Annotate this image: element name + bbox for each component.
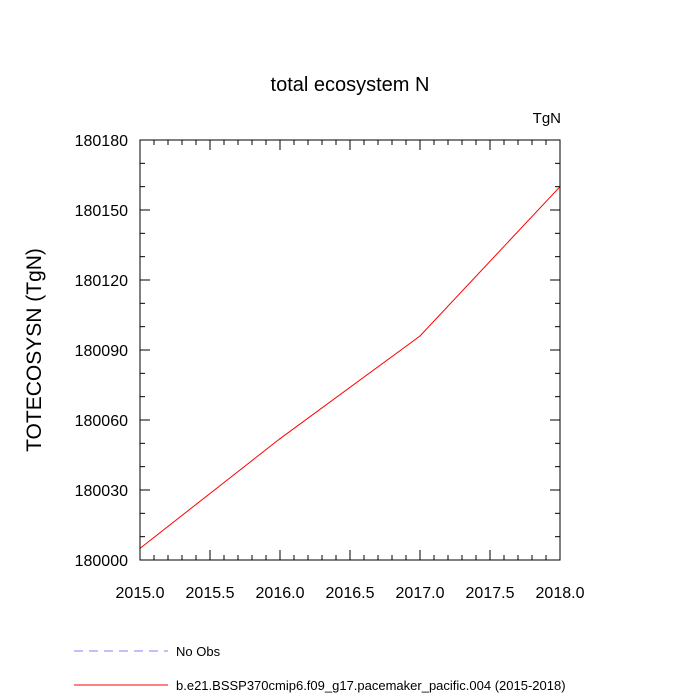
legend-label: b.e21.BSSP370cmip6.f09_g17.pacemaker_pac… [176,678,566,693]
plot-frame [139,139,561,561]
chart-title: total ecosystem N [271,74,430,96]
x-tick-label: 2016.0 [256,585,305,602]
data-series [139,186,561,549]
y-tick-label: 180150 [75,203,128,220]
y-tick-label: 180120 [75,273,128,290]
y-tick-label: 180000 [75,553,128,570]
y-tick-label: 180060 [75,413,128,430]
y-tick-label: 180030 [75,483,128,500]
x-tick-label: 2015.5 [186,585,235,602]
y-tick-label: 180090 [75,343,128,360]
y-axis-ticks: 180000 180030 180060 180090 180120 180150 1801… [75,133,560,570]
x-tick-label: 2016.5 [326,585,375,602]
units-label: TgN [533,110,561,127]
y-axis-label: TOTECOSYSN (TgN) [23,248,46,452]
x-axis-ticks: 2015.0 2015.5 2016.0 2016.5 2017.0 2017.5 2018… [116,140,585,602]
x-tick-label: 2015.0 [116,585,165,602]
x-tick-label: 2017.5 [466,585,515,602]
legend: No Obs b.e21.BSSP370cmip6.f09_g17.pacemak… [74,644,566,693]
x-tick-label: 2018.0 [536,585,585,602]
series-point [279,438,281,440]
y-tick-label: 180180 [75,133,128,150]
x-tick-label: 2017.0 [396,585,445,602]
series-point [419,335,421,337]
series-line [139,186,561,549]
legend-label: No Obs [176,644,221,659]
